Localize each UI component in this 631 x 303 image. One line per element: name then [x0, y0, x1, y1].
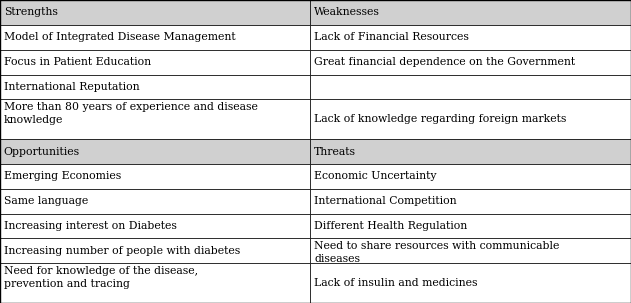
- Bar: [310, 139, 631, 164]
- Text: Increasing interest on Diabetes: Increasing interest on Diabetes: [4, 221, 177, 231]
- Bar: [0, 139, 310, 164]
- Text: Strengths: Strengths: [4, 7, 57, 17]
- Bar: [0, 164, 310, 189]
- Text: International Reputation: International Reputation: [4, 82, 139, 92]
- Bar: [310, 75, 631, 99]
- Text: Threats: Threats: [314, 146, 357, 157]
- Text: Same language: Same language: [4, 196, 88, 206]
- Bar: [310, 214, 631, 238]
- Bar: [0, 25, 310, 50]
- Bar: [0, 0, 310, 25]
- Bar: [0, 214, 310, 238]
- Text: Lack of insulin and medicines: Lack of insulin and medicines: [314, 278, 478, 288]
- Text: International Competition: International Competition: [314, 196, 457, 206]
- Text: Need for knowledge of the disease,
prevention and tracing: Need for knowledge of the disease, preve…: [4, 266, 198, 289]
- Text: Increasing number of people with diabetes: Increasing number of people with diabete…: [4, 246, 240, 256]
- Bar: [0, 238, 310, 263]
- Text: Lack of Financial Resources: Lack of Financial Resources: [314, 32, 469, 42]
- Bar: [310, 25, 631, 50]
- Bar: [310, 50, 631, 75]
- Bar: [0, 263, 310, 303]
- Bar: [0, 99, 310, 139]
- Bar: [0, 189, 310, 214]
- Text: Economic Uncertainty: Economic Uncertainty: [314, 171, 437, 181]
- Text: Model of Integrated Disease Management: Model of Integrated Disease Management: [4, 32, 235, 42]
- Bar: [0, 75, 310, 99]
- Text: More than 80 years of experience and disease
knowledge: More than 80 years of experience and dis…: [4, 102, 257, 125]
- Text: Focus in Patient Education: Focus in Patient Education: [4, 57, 151, 67]
- Text: Weaknesses: Weaknesses: [314, 7, 380, 17]
- Bar: [0, 50, 310, 75]
- Bar: [310, 238, 631, 263]
- Text: Need to share resources with communicable
diseases: Need to share resources with communicabl…: [314, 241, 560, 264]
- Text: Different Health Regulation: Different Health Regulation: [314, 221, 468, 231]
- Bar: [310, 99, 631, 139]
- Text: Great financial dependence on the Government: Great financial dependence on the Govern…: [314, 57, 575, 67]
- Bar: [310, 189, 631, 214]
- Bar: [310, 0, 631, 25]
- Bar: [310, 164, 631, 189]
- Bar: [310, 263, 631, 303]
- Text: Opportunities: Opportunities: [4, 146, 80, 157]
- Text: Lack of knowledge regarding foreign markets: Lack of knowledge regarding foreign mark…: [314, 114, 567, 124]
- Text: Emerging Economies: Emerging Economies: [4, 171, 121, 181]
